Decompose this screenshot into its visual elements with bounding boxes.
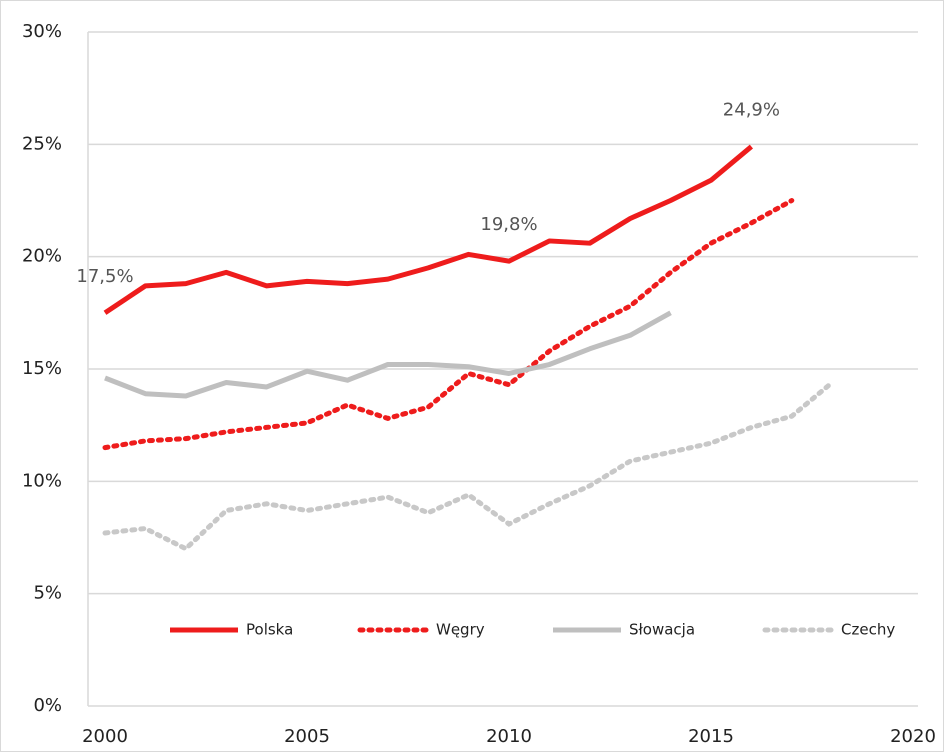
value-label: 19,8%: [480, 214, 537, 235]
y-tick-label: 10%: [22, 470, 62, 491]
x-tick-label: 2015: [688, 726, 734, 747]
legend-label: Węgry: [436, 621, 485, 639]
y-tick-label: 20%: [22, 246, 62, 267]
y-tick-label: 25%: [22, 133, 62, 154]
series-line: [102, 379, 835, 552]
x-tick-label: 2005: [284, 726, 330, 747]
legend-label: Słowacja: [629, 621, 695, 639]
series-line: [103, 144, 754, 315]
x-tick-label: 2010: [486, 726, 532, 747]
x-tick-label: 2020: [890, 726, 936, 747]
legend-label: Polska: [246, 621, 293, 639]
y-tick-label: 5%: [33, 583, 62, 604]
legend-label: Czechy: [841, 621, 895, 639]
value-label: 17,5%: [76, 266, 133, 287]
y-tick-label: 0%: [33, 695, 62, 716]
y-tick-label: 15%: [22, 358, 62, 379]
series-line: [104, 310, 672, 399]
x-tick-label: 2000: [82, 726, 128, 747]
value-label: 24,9%: [723, 100, 780, 121]
y-tick-label: 30%: [22, 21, 62, 42]
series-line: [102, 198, 795, 451]
